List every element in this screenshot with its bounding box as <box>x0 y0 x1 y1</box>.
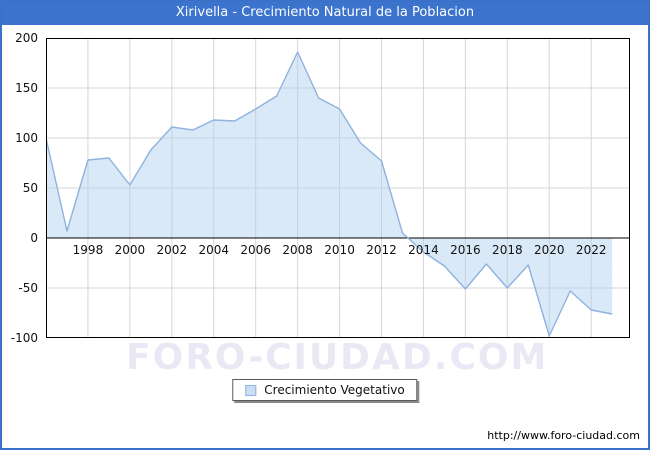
x-tick-label: 2022 <box>575 243 607 257</box>
y-tick-label: 100 <box>15 131 38 145</box>
x-tick-label: 2010 <box>324 243 355 257</box>
chart-title: Xirivella - Crecimiento Natural de la Po… <box>2 2 648 25</box>
y-tick-label: -50 <box>18 281 38 295</box>
area-fill <box>46 52 613 336</box>
x-tick-label: 2006 <box>240 243 271 257</box>
x-tick-label: 2016 <box>450 243 481 257</box>
x-tick-label: 2014 <box>408 243 439 257</box>
x-tick-label: 2020 <box>533 243 565 257</box>
series-line <box>46 51 613 337</box>
plot-area <box>46 38 630 338</box>
y-tick-label: -100 <box>10 331 38 345</box>
x-tick-label: 2018 <box>492 243 523 257</box>
x-tick-label: 2012 <box>366 243 397 257</box>
y-tick-label: 200 <box>15 31 38 45</box>
watermark: FORO-CIUDAD.COM <box>126 337 549 378</box>
footer-link[interactable]: http://www.foro-ciudad.com <box>487 429 640 442</box>
chart-canvas <box>46 38 630 338</box>
x-tick-label: 2004 <box>198 243 230 257</box>
x-tick-label: 2002 <box>156 243 188 257</box>
legend: Crecimiento Vegetativo <box>232 379 418 401</box>
legend-label: Crecimiento Vegetativo <box>264 383 405 397</box>
plot-border <box>46 38 630 338</box>
x-tick-label: 2000 <box>114 243 146 257</box>
y-tick-label: 50 <box>22 181 38 195</box>
y-tick-label: 0 <box>30 231 38 245</box>
x-tick-label: 2008 <box>282 243 313 257</box>
x-tick-label: 1998 <box>72 243 104 257</box>
y-tick-label: 150 <box>15 81 38 95</box>
legend-swatch-icon <box>245 384 257 396</box>
